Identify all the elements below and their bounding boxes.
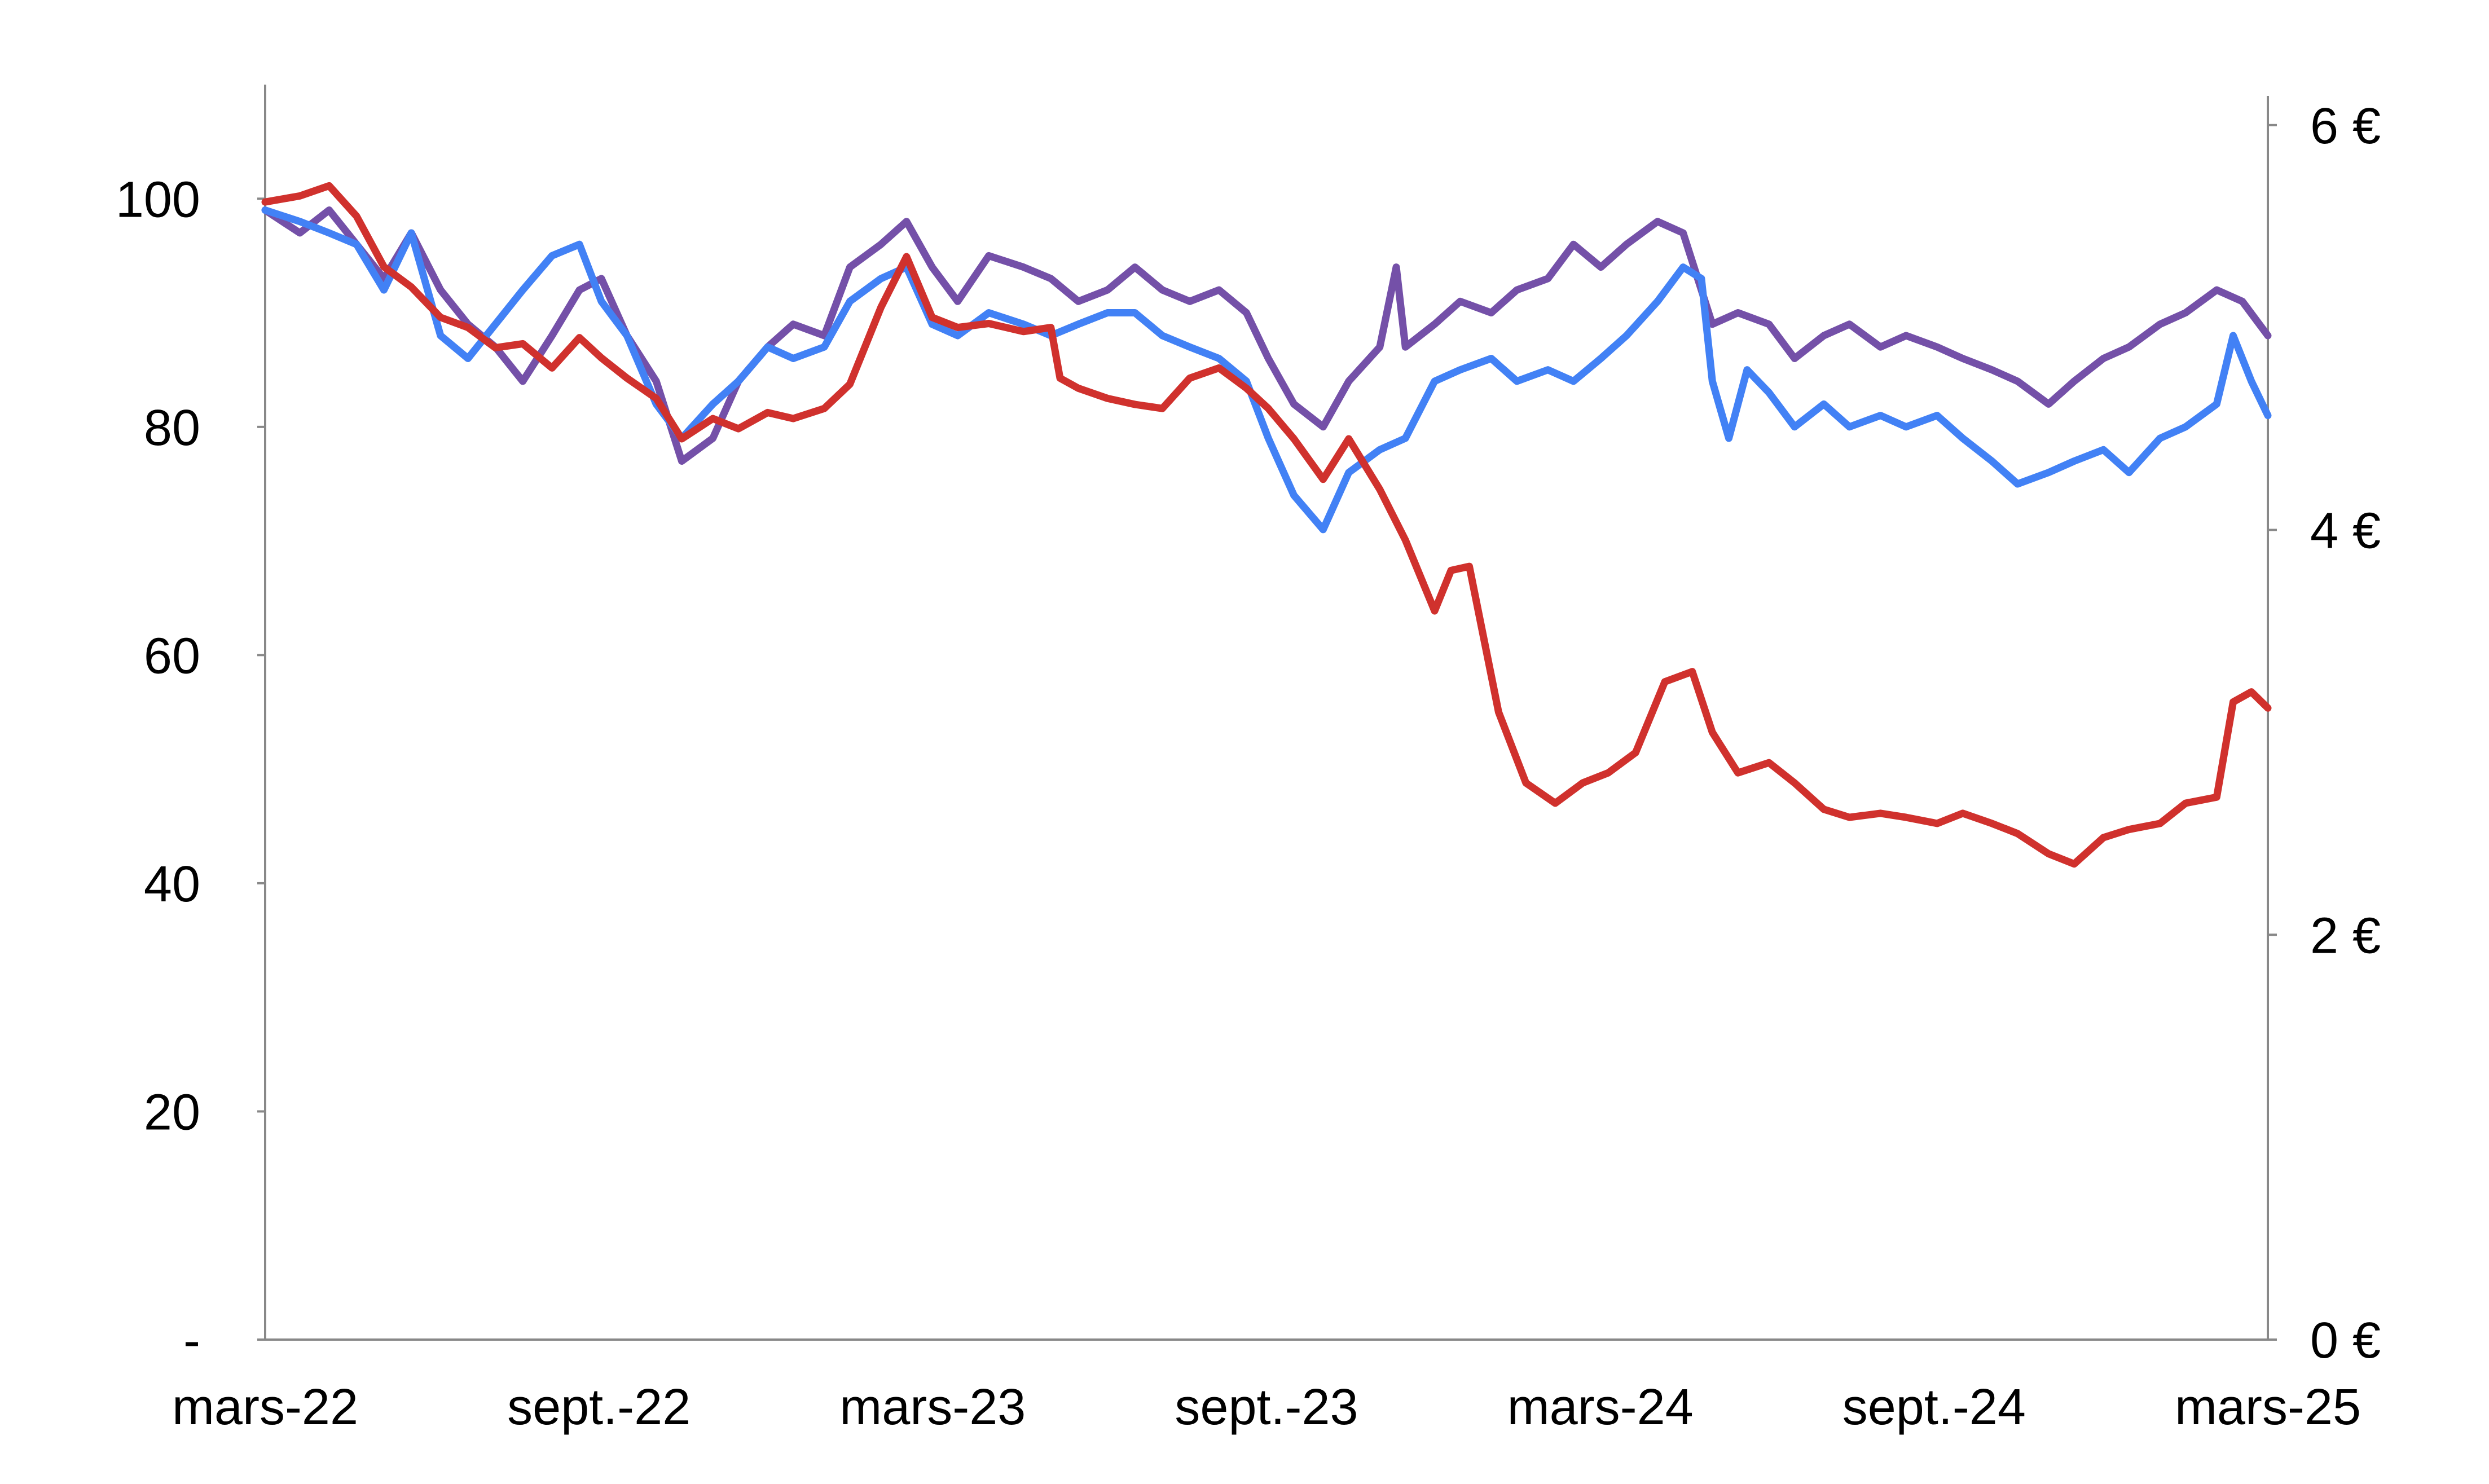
x-tick-labels: mars-22 sept.-22 mars-23 sept.-23 mars-24 sep… [172, 1379, 2361, 1435]
series-line-1 [261, 206, 2272, 465]
left-y-tick-label: 80 [144, 400, 200, 456]
right-y-tick-label: 6 € [2310, 98, 2381, 155]
left-y-tick-label: - [183, 1313, 200, 1369]
right-y-tick-label: 2 € [2310, 908, 2381, 964]
x-tick-label: mars-25 [2175, 1379, 2361, 1435]
left-y-tick-label: 20 [144, 1084, 200, 1140]
x-tick-label: mars-24 [1507, 1379, 1694, 1435]
chart-axes [264, 85, 2269, 1341]
left-y-tick-labels: - 20 40 60 80 100 [116, 171, 265, 1369]
series-line-2 [261, 206, 2272, 534]
series-lines [261, 182, 2272, 868]
left-y-tick-label: 40 [144, 856, 200, 913]
left-y-tick-label: 60 [144, 628, 200, 684]
series-line-3 [261, 182, 2272, 868]
x-tick-label: sept.-23 [1175, 1379, 1358, 1435]
right-y-tick-label: 4 € [2310, 503, 2381, 560]
right-y-tick-label: 0 € [2310, 1313, 2381, 1369]
x-tick-label: sept.-24 [1842, 1379, 2026, 1435]
x-tick-label: mars-23 [839, 1379, 1026, 1435]
right-y-tick-labels: 0 € 2 € 4 € 6 € [2268, 98, 2381, 1369]
x-tick-label: sept.-22 [507, 1379, 691, 1435]
x-tick-label: mars-22 [172, 1379, 358, 1435]
left-y-tick-label: 100 [116, 171, 200, 228]
